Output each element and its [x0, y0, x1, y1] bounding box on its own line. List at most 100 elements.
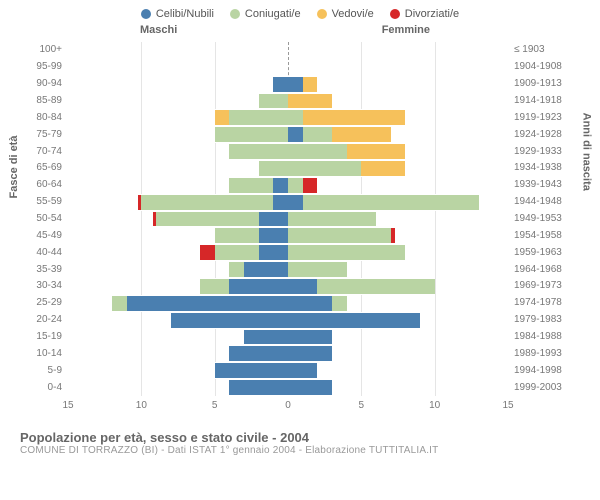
- axis-label-age: Fasce di età: [8, 136, 20, 199]
- bar-segment: [215, 227, 259, 244]
- female-bar: [288, 76, 508, 93]
- bar-segment: [288, 76, 303, 93]
- male-bar: [68, 362, 288, 379]
- age-label: 70-74: [36, 147, 68, 157]
- plot-area: 15105051015 100+≤ 190395-991904-190890-9…: [68, 42, 508, 396]
- x-tick: 0: [285, 400, 291, 411]
- legend-label: Vedovi/e: [332, 8, 374, 20]
- female-bar: [288, 261, 508, 278]
- bar-segment: [288, 126, 303, 143]
- bar-segment: [332, 126, 391, 143]
- female-bar: [288, 143, 508, 160]
- age-row: 45-491954-1958: [68, 227, 508, 244]
- bar-segment: [288, 261, 347, 278]
- male-bar: [68, 278, 288, 295]
- legend-label: Celibi/Nubili: [156, 8, 214, 20]
- age-label: 75-79: [36, 130, 68, 140]
- male-bar: [68, 312, 288, 329]
- male-bar: [68, 379, 288, 396]
- x-tick: 5: [359, 400, 365, 411]
- bar-segment: [259, 244, 288, 261]
- age-row: 65-691934-1938: [68, 160, 508, 177]
- age-label: 20-24: [36, 315, 68, 325]
- age-row: 20-241979-1983: [68, 312, 508, 329]
- male-bar: [68, 345, 288, 362]
- birth-label: 1919-1923: [508, 113, 562, 123]
- male-bar: [68, 160, 288, 177]
- age-row: 10-141989-1993: [68, 345, 508, 362]
- bar-segment: [303, 126, 332, 143]
- x-tick: 15: [502, 400, 513, 411]
- bar-segment: [347, 143, 406, 160]
- age-label: 35-39: [36, 265, 68, 275]
- bar-segment: [288, 109, 303, 126]
- male-bar: [68, 42, 288, 59]
- age-row: 95-991904-1908: [68, 59, 508, 76]
- age-label: 60-64: [36, 180, 68, 190]
- legend-swatch: [390, 9, 400, 19]
- bar-segment: [127, 295, 288, 312]
- bar-segment: [332, 295, 347, 312]
- bar-segment: [288, 194, 303, 211]
- age-label: 10-14: [36, 349, 68, 359]
- bar-segment: [229, 177, 273, 194]
- birth-label: 1929-1933: [508, 147, 562, 157]
- birth-label: 1904-1908: [508, 62, 562, 72]
- birth-label: 1939-1943: [508, 180, 562, 190]
- legend-label: Coniugati/e: [245, 8, 301, 20]
- age-row: 60-641939-1943: [68, 177, 508, 194]
- bar-segment: [259, 160, 288, 177]
- chart-title: Popolazione per età, sesso e stato civil…: [20, 430, 580, 445]
- birth-label: 1999-2003: [508, 383, 562, 393]
- age-label: 50-54: [36, 214, 68, 224]
- header-female: Femmine: [382, 24, 430, 36]
- female-bar: [288, 329, 508, 346]
- birth-label: 1979-1983: [508, 315, 562, 325]
- male-bar: [68, 143, 288, 160]
- bar-segment: [273, 76, 288, 93]
- bar-segment: [259, 211, 288, 228]
- birth-label: 1949-1953: [508, 214, 562, 224]
- bar-segment: [156, 211, 259, 228]
- bar-segment: [200, 244, 215, 261]
- bar-segment: [317, 278, 434, 295]
- age-row: 100+≤ 1903: [68, 42, 508, 59]
- birth-label: 1964-1968: [508, 265, 562, 275]
- age-row: 70-741929-1933: [68, 143, 508, 160]
- age-row: 75-791924-1928: [68, 126, 508, 143]
- legend-item: Celibi/Nubili: [141, 8, 214, 20]
- age-label: 80-84: [36, 113, 68, 123]
- bar-segment: [259, 93, 288, 110]
- bar-segment: [288, 278, 317, 295]
- female-bar: [288, 59, 508, 76]
- age-label: 30-34: [36, 281, 68, 291]
- bar-segment: [288, 160, 361, 177]
- legend-label: Divorziati/e: [405, 8, 459, 20]
- male-bar: [68, 59, 288, 76]
- bar-segment: [141, 194, 273, 211]
- birth-label: 1924-1928: [508, 130, 562, 140]
- male-bar: [68, 109, 288, 126]
- female-bar: [288, 244, 508, 261]
- age-row: 90-941909-1913: [68, 76, 508, 93]
- axis-label-birth: Anni di nascita: [580, 113, 592, 191]
- bar-segment: [288, 177, 303, 194]
- x-tick: 10: [429, 400, 440, 411]
- age-row: 30-341969-1973: [68, 278, 508, 295]
- bar-segment: [288, 329, 332, 346]
- legend-swatch: [317, 9, 327, 19]
- birth-label: 1909-1913: [508, 79, 562, 89]
- bar-segment: [215, 244, 259, 261]
- female-bar: [288, 295, 508, 312]
- female-bar: [288, 126, 508, 143]
- age-label: 55-59: [36, 197, 68, 207]
- bar-segment: [200, 278, 229, 295]
- legend-swatch: [230, 9, 240, 19]
- legend-item: Coniugati/e: [230, 8, 301, 20]
- age-row: 0-41999-2003: [68, 379, 508, 396]
- bar-segment: [229, 345, 288, 362]
- age-label: 0-4: [48, 383, 68, 393]
- female-bar: [288, 345, 508, 362]
- birth-label: 1914-1918: [508, 96, 562, 106]
- age-label: 5-9: [48, 366, 68, 376]
